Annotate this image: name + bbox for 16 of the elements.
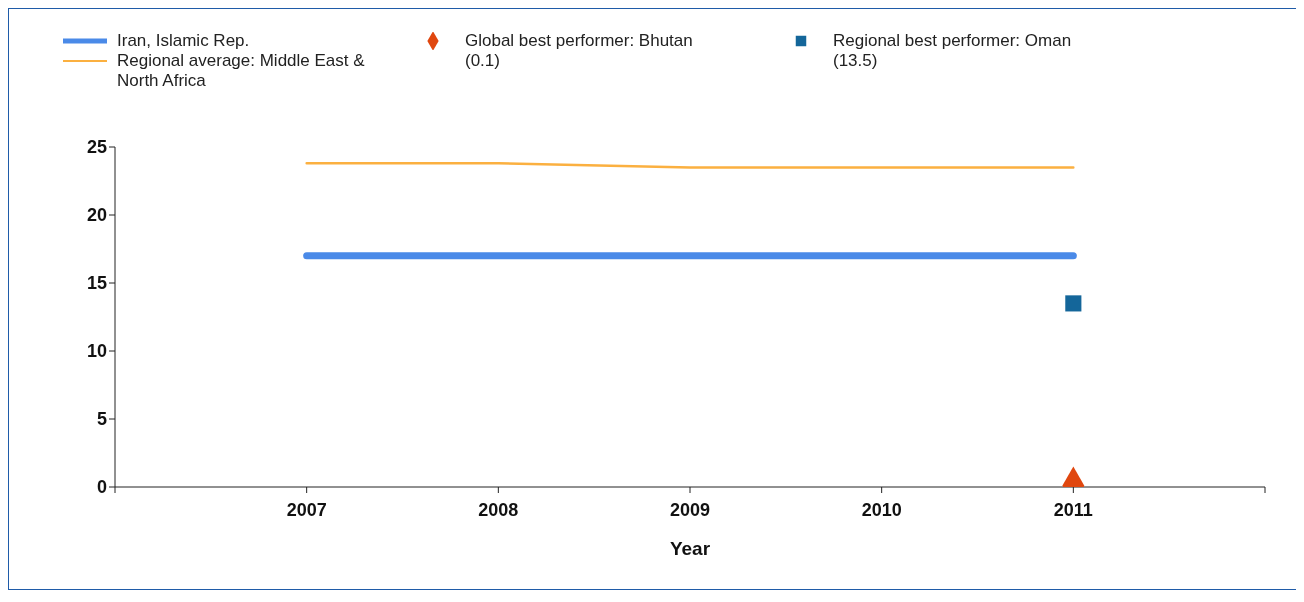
y-tick-label: 20 [86,205,107,226]
legend-label: Iran, Islamic Rep. [117,31,251,51]
legend-label: Global best performer: Bhutan (0.1) [465,31,694,71]
y-tick-label: 5 [96,409,107,430]
y-tick-label: 25 [86,137,107,158]
x-tick-label: 2009 [669,499,711,520]
x-tick-label: 2007 [286,499,327,520]
x-tick-label: 2008 [478,499,519,520]
x-axis-title: Year [669,538,711,559]
y-tick-label: 10 [86,341,107,362]
x-tick-label: 2011 [1053,499,1093,520]
y-tick-label: 0 [96,477,107,498]
y-tick-label: 15 [86,273,107,294]
legend-label: Regional best performer: Oman (13.5) [833,31,1073,71]
legend-label: Regional average: Middle East & North Africa [117,51,366,91]
x-tick-label: 2010 [861,499,902,520]
